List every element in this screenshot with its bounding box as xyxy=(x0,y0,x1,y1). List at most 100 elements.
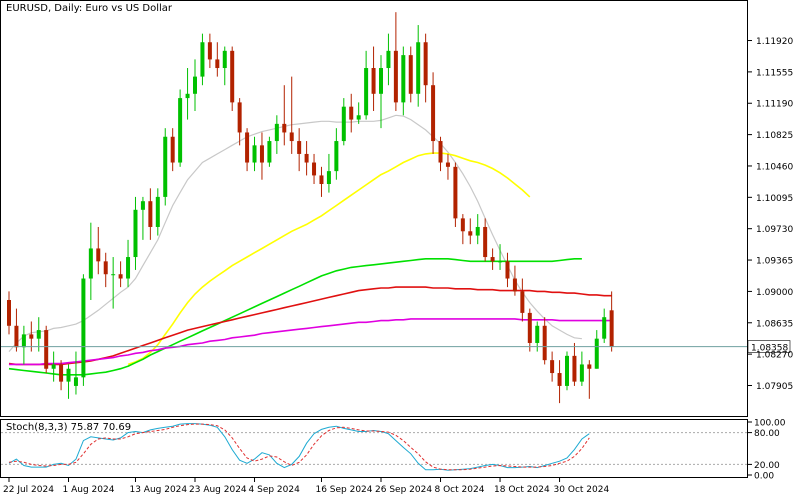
candle xyxy=(297,128,302,172)
candle-body xyxy=(542,325,547,361)
candle-body xyxy=(29,334,34,339)
stoch-line xyxy=(8,423,590,471)
candle-body xyxy=(498,261,503,263)
candle xyxy=(468,218,473,245)
candle-body xyxy=(163,136,168,197)
stoch-y-tick-label: 80.00 xyxy=(754,429,780,439)
candle-body xyxy=(118,274,123,279)
chart-title: EURUSD, Daily: Euro vs US Dollar xyxy=(6,3,173,14)
y-tick-label: 1.09000 xyxy=(756,288,793,298)
candle-body xyxy=(602,317,607,339)
candle xyxy=(565,351,569,391)
moving-average-line xyxy=(8,114,582,352)
candle-body xyxy=(527,312,532,343)
candle xyxy=(118,261,123,288)
candle-body xyxy=(237,102,242,133)
candle xyxy=(393,12,398,111)
candle-body xyxy=(475,226,480,236)
candle xyxy=(520,278,525,322)
candle-body xyxy=(349,106,354,120)
candle-body xyxy=(319,175,324,185)
candle-body xyxy=(170,136,175,163)
candle xyxy=(163,128,168,206)
candle xyxy=(512,265,517,296)
candle xyxy=(356,102,361,124)
candle-body xyxy=(386,50,391,69)
candle xyxy=(81,274,86,386)
candle xyxy=(267,136,272,167)
candle xyxy=(252,136,257,172)
candle-body xyxy=(73,377,78,386)
candle-body xyxy=(140,201,145,210)
candle-body xyxy=(445,162,450,167)
stoch-line xyxy=(8,423,590,471)
candle xyxy=(282,85,287,146)
x-tick-label: 26 Sep 2024 xyxy=(375,485,432,495)
candle xyxy=(364,50,369,120)
y-tick-label: 1.08635 xyxy=(756,319,793,329)
candle xyxy=(453,162,458,227)
y-tick-label: 1.10095 xyxy=(756,194,793,204)
candle xyxy=(312,153,317,185)
candlesticks xyxy=(7,12,614,404)
candle xyxy=(7,291,11,335)
candle-body xyxy=(148,201,153,227)
candle xyxy=(550,351,555,382)
candle xyxy=(602,308,607,343)
candle-body xyxy=(490,257,495,262)
candle xyxy=(133,196,138,270)
stochastic-lines xyxy=(1,423,747,471)
candle xyxy=(304,141,309,176)
candle xyxy=(371,46,376,111)
candle-body xyxy=(453,166,458,219)
candle xyxy=(438,136,443,172)
candle-body xyxy=(393,50,398,103)
candle xyxy=(21,325,26,365)
time-axis[interactable]: 22 Jul 2024 1 Aug 2024 13 Aug 2024 23 Aug 2… xyxy=(3,478,609,495)
candle-body xyxy=(230,50,235,103)
candle xyxy=(14,308,19,352)
candle xyxy=(498,244,503,270)
candle xyxy=(140,196,145,240)
candle xyxy=(230,46,235,111)
candle xyxy=(460,214,465,245)
x-tick-label: 23 Aug 2024 xyxy=(189,485,247,495)
candle xyxy=(386,33,391,86)
candle-body xyxy=(259,145,264,163)
candle-body xyxy=(21,334,26,348)
candle-body xyxy=(557,373,562,386)
candle-body xyxy=(609,310,614,347)
candle-body xyxy=(438,141,443,163)
candle-body xyxy=(193,76,197,94)
y-tick-label: 1.08270 xyxy=(756,351,793,361)
candle-body xyxy=(512,278,517,292)
candle xyxy=(542,317,547,365)
candle xyxy=(445,153,450,180)
candle-body xyxy=(111,274,116,276)
candle xyxy=(416,25,421,107)
candle xyxy=(88,222,93,301)
candle-body xyxy=(297,141,302,154)
candle-body xyxy=(289,132,294,142)
price-axis[interactable]: 1.11920 1.11555 1.11190 1.10825 1.10460 1.100… xyxy=(747,37,793,392)
candle-body xyxy=(267,141,272,163)
candle-body xyxy=(185,93,190,99)
candle xyxy=(185,68,190,120)
candle xyxy=(431,72,436,154)
candle-body xyxy=(103,261,108,275)
candle-body xyxy=(401,55,406,103)
candle-body xyxy=(133,209,138,258)
candle xyxy=(44,325,49,374)
candle-body xyxy=(371,68,376,94)
candle-body xyxy=(7,300,11,326)
candle xyxy=(274,115,279,154)
candle xyxy=(126,239,131,288)
candle-body xyxy=(572,355,577,382)
x-tick-label: 13 Aug 2024 xyxy=(129,485,187,495)
candle-body xyxy=(44,330,49,369)
candle xyxy=(36,317,41,352)
candle-body xyxy=(550,360,555,374)
candle xyxy=(326,153,331,193)
candle-body xyxy=(416,42,421,94)
